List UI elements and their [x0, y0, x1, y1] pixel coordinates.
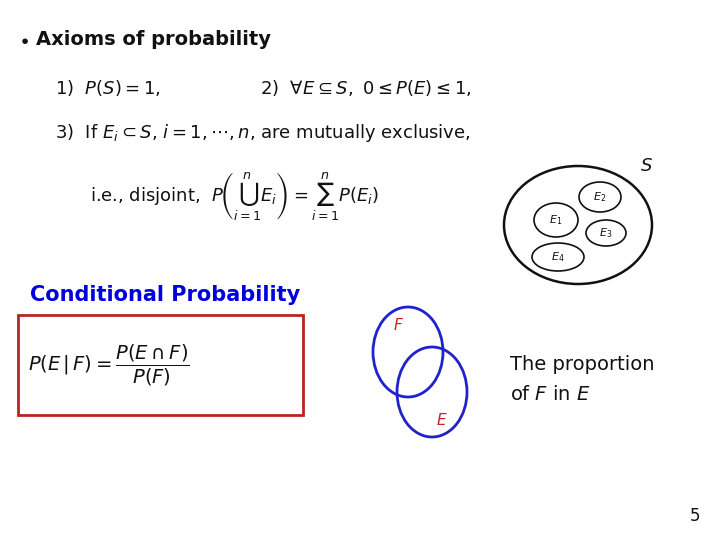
Text: The proportion: The proportion [510, 355, 654, 374]
Text: $E_2$: $E_2$ [593, 190, 606, 204]
Text: i.e., disjoint,  $P\!\left(\bigcup_{i=1}^{n} E_i\right) = \sum_{i=1}^{n} P(E_i)$: i.e., disjoint, $P\!\left(\bigcup_{i=1}^… [90, 170, 379, 222]
Text: $F$: $F$ [392, 317, 403, 333]
Text: $S$: $S$ [640, 157, 653, 175]
Text: 1)  $P(S) = 1,$: 1) $P(S) = 1,$ [55, 78, 161, 98]
Text: 5: 5 [690, 507, 700, 525]
Text: $\bullet$: $\bullet$ [18, 30, 29, 49]
Text: $E$: $E$ [436, 412, 448, 428]
Text: Axioms of probability: Axioms of probability [36, 30, 271, 49]
Text: 2)  $\forall E \subseteq S,\ 0 \leq P(E) \leq 1,$: 2) $\forall E \subseteq S,\ 0 \leq P(E) … [260, 78, 472, 98]
Text: $E_4$: $E_4$ [552, 250, 564, 264]
Text: $E_3$: $E_3$ [599, 226, 613, 240]
Text: of $F$ in $E$: of $F$ in $E$ [510, 385, 590, 404]
Text: $E_1$: $E_1$ [549, 213, 562, 227]
Text: $P(E\,|\,F) = \dfrac{P(E \cap F)}{P(F)}$: $P(E\,|\,F) = \dfrac{P(E \cap F)}{P(F)}$ [28, 342, 190, 388]
Text: 3)  If $E_i \subset S$, $i = 1, \cdots, n$, are mutually exclusive,: 3) If $E_i \subset S$, $i = 1, \cdots, n… [55, 122, 471, 144]
Text: Conditional Probability: Conditional Probability [30, 285, 300, 305]
Bar [18, 315, 303, 415]
